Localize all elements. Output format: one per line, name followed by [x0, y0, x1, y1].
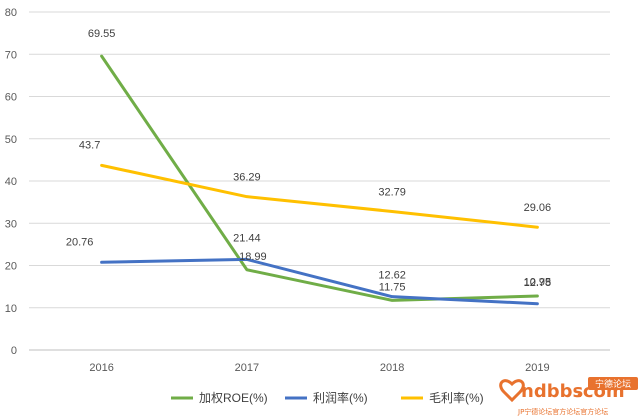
data-label: 11.75 [379, 281, 406, 293]
data-label: 29.06 [524, 202, 552, 214]
heart-logo-icon [499, 379, 525, 403]
data-label: 18.99 [239, 251, 267, 263]
watermark-tagline: JP宁德论坛官方论坛官方论坛 [517, 407, 608, 416]
x-axis: 2016 2017 2018 2019 [89, 362, 549, 374]
site-watermark: ndbbs .com 宁德论坛 JP宁德论坛官方论坛官方论坛 [499, 377, 638, 416]
series-line-0 [100, 54, 539, 302]
legend-label: 毛利率(%) [429, 390, 484, 405]
data-label: 21.44 [233, 232, 261, 244]
data-label: 20.76 [66, 236, 94, 248]
x-tick-label: 2018 [380, 362, 404, 374]
y-tick-label: 60 [5, 92, 17, 104]
y-tick-label: 0 [11, 345, 17, 357]
y-tick-label: 70 [5, 49, 17, 61]
y-tick-label: 30 [5, 218, 17, 230]
y-axis: 0 10 20 30 40 50 60 70 80 [5, 7, 17, 357]
watermark-brand: ndbbs [521, 381, 583, 402]
x-tick-label: 2016 [89, 362, 113, 374]
gridlines [29, 11, 610, 351]
data-label: 10.95 [524, 277, 552, 289]
watermark-badge-bg [588, 377, 638, 390]
legend-label: 加权ROE(%) [199, 391, 268, 405]
series-lines [100, 54, 539, 306]
y-tick-label: 20 [5, 261, 17, 273]
data-label: 43.7 [79, 139, 100, 151]
y-tick-label: 10 [5, 303, 17, 315]
data-label: 32.79 [378, 186, 406, 198]
data-label: 69.55 [88, 28, 116, 40]
legend: 加权ROE(%) 利润率(%) 毛利率(%) [171, 390, 484, 405]
data-label: 12.62 [378, 270, 406, 282]
legend-label: 利润率(%) [313, 390, 368, 405]
y-tick-label: 80 [5, 7, 17, 19]
x-tick-label: 2017 [235, 362, 259, 374]
x-tick-label: 2019 [525, 362, 549, 374]
data-label: 36.29 [233, 172, 261, 184]
y-tick-label: 40 [5, 176, 17, 188]
series-line-1 [100, 257, 539, 306]
series-line-2 [100, 163, 539, 229]
data-label: 12.78 [524, 277, 552, 289]
y-tick-label: 50 [5, 134, 17, 146]
data-labels: 69.55 18.99 11.75 12.78 20.76 21.44 12.62 10.95… [66, 28, 551, 293]
watermark-badge: 宁德论坛 [595, 378, 631, 390]
